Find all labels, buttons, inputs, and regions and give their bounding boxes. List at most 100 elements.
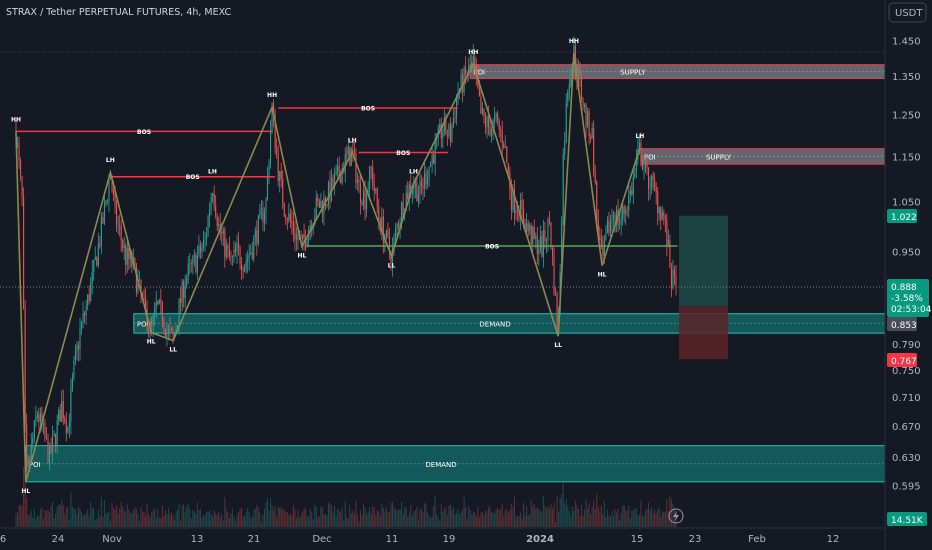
zone-poi-label: POI <box>473 69 485 77</box>
currency-button[interactable]: USDT <box>888 2 927 23</box>
volume-bar <box>35 518 37 527</box>
candle-body <box>125 245 127 265</box>
candle-body <box>600 239 602 247</box>
volume-bar <box>495 509 497 527</box>
volume-bar <box>199 508 201 527</box>
volume-bar <box>286 512 288 527</box>
volume-bar <box>65 507 67 527</box>
volume-bar <box>584 509 586 527</box>
candle-body <box>306 241 308 247</box>
candle-body <box>245 261 247 268</box>
candle-body <box>184 285 186 299</box>
volume-bar <box>36 515 38 527</box>
volume-bar <box>82 515 84 527</box>
volume-bar <box>463 497 465 527</box>
volume-bar <box>47 509 49 527</box>
candle-body <box>574 45 576 69</box>
volume-bar <box>532 506 534 527</box>
candle-body <box>175 328 177 334</box>
candle-body <box>239 248 241 265</box>
volume-bar <box>408 513 410 527</box>
volume-bar <box>663 512 665 527</box>
volume-bar <box>393 507 395 527</box>
volume-bar <box>234 521 237 527</box>
volume-tag-text: 14.51K <box>891 516 924 526</box>
volume-bar <box>472 511 474 527</box>
candle-body <box>462 74 464 93</box>
candle-body <box>216 215 218 226</box>
candle-body <box>308 229 310 242</box>
candle-body <box>460 74 462 89</box>
candle-body <box>375 188 377 191</box>
zone-type-label: DEMAND <box>479 320 510 328</box>
volume-bar <box>361 515 363 527</box>
volume-bar <box>294 509 296 527</box>
candle-body <box>414 181 416 188</box>
volume-bar <box>218 511 220 527</box>
candle-body <box>416 181 418 202</box>
volume-bar <box>308 516 310 527</box>
volume-bar <box>628 505 630 527</box>
candle-body <box>672 269 674 289</box>
volume-bar <box>565 498 567 527</box>
candle-body <box>593 127 595 174</box>
volume-bar <box>173 520 176 527</box>
candle-body <box>178 298 180 326</box>
candle-body <box>463 67 465 93</box>
lightning-icon[interactable] <box>668 508 684 524</box>
candle-body <box>167 329 169 333</box>
volume-bar <box>440 503 442 527</box>
swing-label: LL <box>554 342 562 349</box>
price-axis[interactable] <box>885 0 932 550</box>
volume-bar <box>270 498 272 527</box>
volume-bar <box>475 515 477 527</box>
volume-bar <box>425 503 427 527</box>
candle-body <box>177 325 179 329</box>
zone-type-label: SUPPLY <box>706 153 732 161</box>
volume-bar <box>164 509 166 527</box>
volume-bar <box>580 504 583 527</box>
candle-body <box>295 235 297 240</box>
candle-body <box>367 189 369 195</box>
candle-body <box>491 128 493 136</box>
candle-body <box>39 413 41 422</box>
candle-body <box>373 185 375 191</box>
stop-loss-area <box>679 306 728 360</box>
long-position[interactable] <box>679 215 728 360</box>
candle-body <box>433 155 435 164</box>
time-tick-label: 15 <box>631 534 644 545</box>
volume-bar <box>515 516 517 527</box>
candle-body <box>67 426 69 433</box>
candle-body <box>169 329 171 330</box>
volume-bar <box>38 515 40 527</box>
candle-body <box>657 192 659 214</box>
volume-bar <box>152 510 154 527</box>
candle-body <box>190 263 192 264</box>
candle-body <box>52 436 54 453</box>
candle-body <box>30 443 32 461</box>
candle-body <box>419 181 421 195</box>
candle-body <box>616 209 618 225</box>
candle-body <box>536 236 538 254</box>
volume-bar <box>190 518 192 527</box>
volume-bar <box>210 514 212 527</box>
volume-bar <box>257 507 259 527</box>
volume-bar <box>608 516 610 527</box>
volume-bar <box>553 502 555 527</box>
volume-bar <box>513 496 515 527</box>
candle-body <box>129 252 131 260</box>
volume-bar <box>519 512 522 527</box>
volume-bar <box>433 506 435 527</box>
bos-label: BOS <box>485 243 499 250</box>
volume-bar <box>410 504 412 527</box>
candle-body <box>523 208 525 223</box>
candle-body <box>430 162 432 167</box>
candle-body <box>297 235 299 240</box>
volume-bar <box>90 502 92 527</box>
swing-label: LL <box>169 347 177 354</box>
volume-bar <box>24 467 26 527</box>
volume-bar <box>276 517 278 527</box>
volume-bar <box>454 514 456 527</box>
time-axis-ticks[interactable]: 6 24 Nov 13 21 Dec 11 19 2024 15 23 Feb 12 <box>0 534 839 545</box>
